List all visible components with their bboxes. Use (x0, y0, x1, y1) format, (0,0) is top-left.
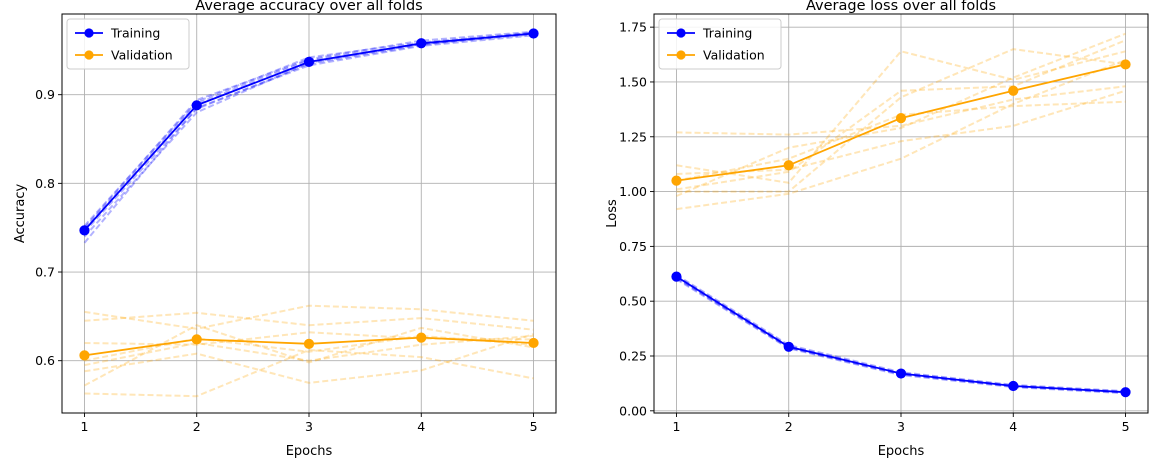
chart-title: Average accuracy over all folds (195, 0, 422, 14)
x-tick-label: 2 (785, 419, 793, 434)
y-tick-label: 0.25 (619, 349, 647, 364)
y-axis-label: Accuracy (13, 184, 28, 244)
y-axis-label: Loss (605, 199, 620, 228)
legend-marker-training (676, 28, 686, 38)
legend-marker-training (84, 28, 94, 38)
validation-point (303, 338, 315, 349)
x-tick-label: 1 (672, 419, 680, 434)
x-tick-label: 2 (193, 419, 201, 434)
y-tick-label: 1.75 (619, 20, 647, 35)
training-point (895, 368, 907, 379)
validation-point (1120, 59, 1131, 70)
y-tick-label: 0.8 (35, 176, 55, 191)
validation-point (671, 175, 682, 186)
y-tick-label: 0.7 (35, 265, 55, 280)
x-tick-label: 3 (897, 419, 905, 434)
validation-point (783, 160, 794, 171)
y-tick-label: 0.6 (35, 353, 55, 368)
validation-fold-line (676, 48, 1126, 193)
chart-title: Average loss over all folds (806, 0, 996, 14)
y-tick-label: 0.9 (35, 87, 55, 102)
x-tick-label: 5 (530, 419, 538, 434)
validation-point (528, 337, 539, 349)
x-tick-label: 4 (1009, 419, 1017, 434)
y-tick-label: 1.00 (619, 184, 647, 199)
validation-fold-line (676, 50, 1126, 184)
y-tick-label: 0.00 (619, 403, 647, 418)
validation-fold-line (676, 59, 1126, 211)
validation-point (191, 334, 202, 345)
x-tick-label: 3 (305, 419, 313, 434)
axes-frame (653, 13, 1149, 414)
training-point (783, 341, 794, 352)
x-tick-label: 1 (80, 419, 88, 434)
training-point (1008, 380, 1019, 392)
training-point (416, 38, 427, 49)
validation-point (895, 113, 907, 124)
validation-fold-line (84, 333, 534, 384)
y-tick-label: 0.75 (619, 239, 647, 254)
x-axis-label: Epochs (878, 444, 925, 459)
axes-frame (61, 13, 557, 414)
training-fold-line (83, 31, 534, 233)
legend-label-training: Training (702, 26, 752, 41)
training-point (303, 56, 315, 67)
validation-point (1008, 85, 1019, 96)
accuracy-chart: Average accuracy over all folds 1 2 3 4 5 0.6 0… (13, 0, 557, 459)
validation-point (416, 332, 427, 343)
legend-marker-validation (84, 50, 94, 60)
validation-point (79, 350, 90, 361)
x-tick-label: 5 (1122, 419, 1130, 434)
training-point (79, 225, 90, 236)
legend-label-validation: Validation (703, 48, 765, 63)
validation-fold-line (84, 334, 534, 367)
legend-box (66, 18, 190, 70)
validation-fold-line (84, 348, 534, 398)
legend-box (658, 18, 782, 70)
training-point (191, 100, 202, 111)
y-tick-label: 1.25 (619, 129, 647, 144)
validation-fold-line (676, 32, 1126, 197)
y-tick-label: 0.50 (619, 294, 647, 309)
legend-label-training: Training (110, 26, 160, 41)
legend-label-validation: Validation (111, 48, 173, 63)
loss-chart: Average loss over all folds 1 2 3 4 5 0.00 0.25… (605, 0, 1149, 459)
training-point (1120, 387, 1131, 398)
validation-fold-line (84, 311, 534, 331)
validation-fold-line (676, 85, 1126, 136)
y-tick-label: 1.50 (619, 74, 647, 89)
training-point (528, 28, 539, 39)
x-tick-label: 4 (417, 419, 425, 434)
x-axis-label: Epochs (286, 444, 333, 459)
legend-marker-validation (676, 50, 686, 60)
training-point (671, 271, 682, 282)
validation-fold-line (676, 39, 1126, 191)
validation-fold-line (84, 304, 534, 330)
